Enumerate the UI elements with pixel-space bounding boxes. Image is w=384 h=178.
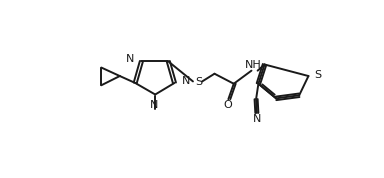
Text: O: O (223, 100, 232, 110)
Text: S: S (314, 70, 322, 80)
Text: NH: NH (245, 60, 262, 70)
Text: N: N (253, 114, 261, 124)
Text: S: S (195, 77, 202, 87)
Text: N: N (181, 76, 190, 86)
Text: N: N (126, 54, 134, 64)
Text: N: N (150, 100, 159, 110)
